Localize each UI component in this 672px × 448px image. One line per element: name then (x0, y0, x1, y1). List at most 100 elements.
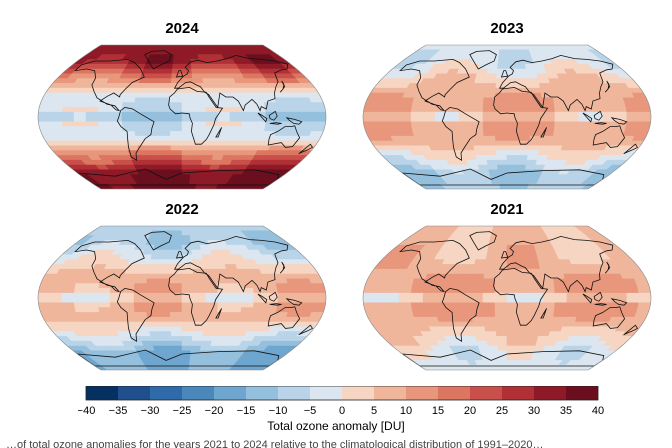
anomaly-cell (485, 259, 497, 265)
anomaly-cell (74, 283, 89, 289)
anomaly-cell (287, 126, 302, 132)
anomaly-cell (449, 87, 463, 94)
anomaly-cell (491, 226, 501, 232)
anomaly-cell (173, 355, 183, 361)
anomaly-cell (471, 273, 485, 280)
anomaly-cell (311, 102, 326, 108)
anomaly-cell (497, 59, 508, 65)
anomaly-cell (586, 273, 601, 280)
anomaly-cell (514, 174, 525, 180)
anomaly-cell (301, 116, 315, 123)
anomaly-cell (413, 135, 428, 142)
map-panel-2021: 2021 (361, 201, 653, 372)
anomaly-cell (113, 321, 127, 328)
anomaly-cell (637, 121, 651, 127)
anomaly-cell (506, 164, 517, 171)
anomaly-cell (363, 307, 378, 313)
anomaly-cell (415, 321, 430, 328)
anomaly-cell (193, 111, 207, 118)
colorbar-tick-label: 10 (400, 405, 412, 417)
anomaly-cell (275, 283, 290, 289)
anomaly-cell (498, 174, 508, 180)
anomaly-cell (459, 312, 473, 318)
anomaly-cell (135, 135, 149, 142)
anomaly-cell (181, 59, 192, 65)
anomaly-cell (516, 254, 529, 260)
anomaly-cell (202, 150, 215, 156)
anomaly-cell (460, 316, 474, 323)
colorbar-tick-label: −20 (205, 405, 224, 417)
anomaly-cell (388, 312, 404, 318)
anomaly-cell (459, 283, 473, 289)
anomaly-cell (193, 131, 206, 137)
anomaly-cell (74, 102, 89, 108)
anomaly-cell (157, 116, 171, 123)
anomaly-cell (562, 268, 576, 275)
anomaly-cell (422, 116, 436, 123)
anomaly-cell (589, 307, 603, 313)
anomaly-cell (402, 316, 417, 323)
anomaly-cell (277, 111, 291, 118)
anomaly-cell (494, 302, 508, 308)
anomaly-cell (149, 150, 162, 156)
anomaly-cell (573, 87, 588, 94)
anomaly-cell (388, 97, 404, 103)
anomaly-cell (600, 126, 615, 132)
coastline (173, 54, 289, 112)
anomaly-cell (276, 288, 291, 294)
anomaly-cell (229, 116, 243, 123)
coastline (400, 349, 605, 367)
anomaly-cell (412, 131, 427, 137)
anomaly-cell (377, 97, 392, 103)
anomaly-cell (475, 254, 488, 260)
anomaly-cell (446, 302, 460, 308)
anomaly-cell (159, 145, 172, 151)
anomaly-cell (200, 159, 213, 166)
anomaly-cell (199, 63, 212, 70)
anomaly-cell (554, 292, 568, 299)
coastline (593, 291, 603, 302)
coastline (623, 324, 639, 336)
anomaly-cell (494, 312, 508, 318)
coastline (215, 127, 222, 138)
colorbar-swatch (342, 386, 374, 400)
anomaly-cell (563, 92, 577, 99)
anomaly-cell (199, 244, 212, 251)
anomaly-cell (554, 121, 568, 127)
anomaly-cell (528, 326, 541, 332)
anomaly-cell (193, 92, 206, 99)
anomaly-cell (495, 316, 508, 323)
anomaly-cell (38, 307, 53, 313)
anomaly-cell (551, 140, 565, 147)
anomaly-cell (229, 111, 243, 118)
anomaly-cell (398, 107, 413, 113)
anomaly-cell (589, 102, 603, 108)
anomaly-cell (203, 264, 216, 270)
anomaly-cell (224, 326, 238, 332)
anomaly-cell (151, 249, 164, 256)
anomaly-cell (386, 111, 400, 118)
figure-caption: …of total ozone anomalies for the years … (6, 439, 544, 448)
anomaly-cell (158, 87, 172, 94)
anomaly-cell (612, 102, 627, 108)
anomaly-cell (398, 111, 412, 118)
anomaly-cell (213, 264, 227, 270)
anomaly-cell (38, 126, 53, 132)
anomaly-cell (62, 307, 77, 313)
anomaly-cell (614, 111, 628, 118)
anomaly-cell (461, 87, 475, 94)
anomaly-cell (264, 107, 279, 113)
anomaly-cell (483, 97, 496, 103)
anomaly-cell (398, 116, 412, 123)
anomaly-cell (439, 145, 454, 151)
anomaly-cell (171, 159, 183, 166)
anomaly-cell (50, 307, 65, 313)
anomaly-cell (157, 179, 168, 185)
anomaly-cell (496, 340, 508, 347)
anomaly-cell (190, 164, 202, 171)
anomaly-cell (181, 355, 191, 361)
anomaly-cell (495, 135, 508, 142)
anomaly-cell (552, 316, 566, 323)
anomaly-cell (554, 116, 568, 123)
anomaly-cell (162, 164, 174, 171)
